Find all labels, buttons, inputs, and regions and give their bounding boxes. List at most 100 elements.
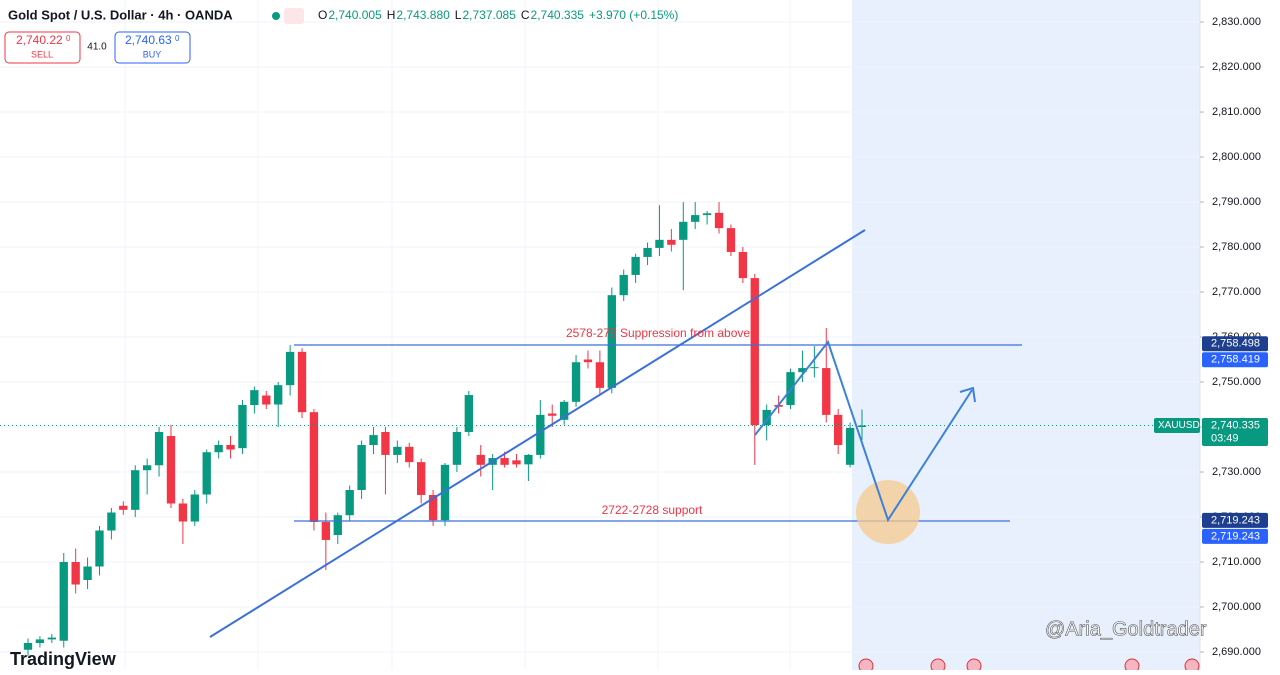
resistance-note: 2578-276 Suppression from above	[566, 326, 750, 340]
alert-badge[interactable]	[284, 8, 304, 24]
candle-body	[655, 239, 664, 248]
candle-body	[190, 494, 199, 522]
candle-body	[274, 385, 283, 405]
candle-body	[154, 431, 164, 466]
candle-body	[321, 521, 331, 540]
sell-price[interactable]: 2,740.22	[16, 33, 63, 47]
symbol-label: XAUUSD	[1158, 420, 1200, 431]
candle-body	[691, 215, 700, 222]
candle-body	[607, 295, 616, 388]
sell-label[interactable]: SELL	[31, 49, 53, 59]
candle-body	[95, 530, 104, 567]
candle-body	[333, 515, 342, 536]
candle-body	[798, 368, 807, 373]
candle-body	[393, 446, 402, 455]
candle-body	[285, 351, 295, 386]
candle-body	[309, 412, 319, 522]
candle-body	[440, 464, 450, 521]
projection-arrow	[959, 386, 976, 403]
countdown: 03:49	[1211, 432, 1239, 444]
candle-body	[357, 445, 366, 491]
candle-body	[417, 462, 426, 495]
y-tick-label: 2,750.000	[1212, 376, 1261, 388]
y-tick-label: 2,700.000	[1212, 601, 1261, 613]
sell-fraction[interactable]: 0	[66, 34, 71, 43]
candle-body	[59, 562, 68, 641]
candle-body	[107, 512, 116, 531]
buy-label[interactable]: BUY	[143, 49, 162, 59]
price-label-box	[1202, 512, 1268, 528]
candle-body	[250, 390, 259, 405]
sell-button[interactable]	[4, 31, 81, 64]
candle-body	[47, 637, 56, 640]
candle-body	[643, 247, 652, 257]
price-change: +3.970 (+0.15%)	[589, 8, 678, 22]
candle-body	[810, 367, 819, 369]
candle-body	[548, 413, 557, 416]
candle-body	[512, 460, 521, 465]
ohlc-value: 2,737.085	[462, 8, 516, 22]
y-tick-label: 2,820.000	[1212, 61, 1261, 73]
candle-body	[83, 566, 92, 581]
candle-body	[714, 212, 724, 229]
projection-path	[754, 339, 973, 523]
candle-body	[595, 362, 605, 388]
price-label: 2,719.243	[1211, 514, 1260, 526]
candle-body	[238, 404, 247, 449]
target-zone	[856, 480, 920, 544]
candle-body	[297, 351, 307, 413]
trend-line	[209, 229, 866, 638]
candle-body	[619, 274, 628, 296]
forecast-zone	[852, 0, 1200, 670]
buy-button[interactable]	[114, 31, 191, 64]
candle-body	[500, 458, 509, 465]
candle-body	[762, 409, 771, 426]
candle-body	[178, 503, 188, 522]
candle-body	[845, 427, 855, 465]
candle-body	[524, 454, 533, 465]
candle-body	[726, 228, 736, 252]
candle-body	[822, 368, 831, 415]
spread: 41.0	[87, 42, 107, 53]
y-tick-label: 2,730.000	[1212, 466, 1261, 478]
candle-body	[452, 431, 462, 465]
candle-body	[631, 256, 640, 275]
candle-body	[262, 395, 271, 405]
symbol-box	[1154, 418, 1200, 434]
candle-body	[702, 213, 712, 216]
candle-body	[23, 643, 33, 650]
y-tick-label: 2,710.000	[1212, 556, 1261, 568]
candle-body	[35, 639, 45, 644]
y-tick-label: 2,690.000	[1212, 646, 1261, 658]
price-label: 2,719.243	[1211, 530, 1260, 542]
candle-body	[131, 470, 140, 510]
support-note: 2722-2728 support	[602, 503, 703, 517]
candle-body	[202, 452, 211, 495]
candle-body	[381, 431, 390, 455]
price-label-box	[1202, 528, 1268, 544]
y-tick-label: 2,780.000	[1212, 241, 1261, 253]
candle-body	[142, 465, 152, 471]
buy-price[interactable]: 2,740.63	[125, 33, 172, 47]
y-tick-label: 2,770.000	[1212, 286, 1261, 298]
candle-body	[571, 362, 581, 402]
candle-body	[857, 425, 867, 427]
ohlc-label: C	[521, 8, 530, 22]
price-label: 2,758.498	[1211, 338, 1260, 350]
y-tick-label: 2,810.000	[1212, 106, 1261, 118]
price-label: 2,758.419	[1211, 354, 1260, 366]
candle-body	[464, 395, 473, 432]
candle-body	[226, 445, 235, 450]
candle-body	[214, 445, 223, 453]
candle-body	[667, 239, 676, 245]
price-label-box	[1202, 418, 1268, 447]
candle-body	[166, 436, 176, 504]
candle-body	[119, 505, 128, 510]
candle-body	[369, 435, 378, 446]
candle-body	[428, 494, 438, 521]
watermark: @Aria_Goldtrader	[1045, 618, 1207, 640]
buy-fraction[interactable]: 0	[175, 34, 180, 43]
symbol-title[interactable]: Gold Spot / U.S. Dollar · 4h · OANDA	[8, 7, 233, 22]
